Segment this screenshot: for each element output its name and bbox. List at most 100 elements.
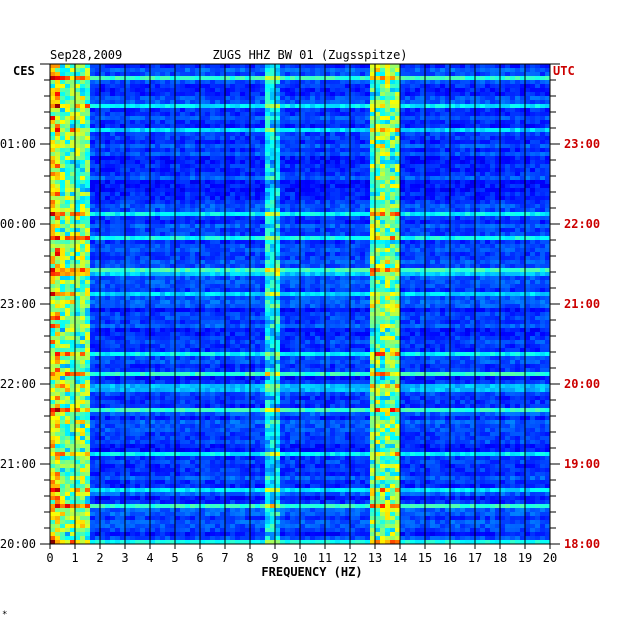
heatmap-cell (55, 228, 61, 233)
heatmap-cell (100, 196, 106, 201)
heatmap-cell (120, 152, 126, 157)
heatmap-cell (260, 76, 266, 81)
heatmap-cell (425, 144, 431, 149)
heatmap-cell (50, 260, 56, 265)
heatmap-cell (540, 120, 546, 125)
heatmap-cell (230, 108, 236, 113)
heatmap-cell (315, 200, 321, 205)
heatmap-cell (140, 104, 146, 109)
heatmap-cell (80, 124, 86, 129)
heatmap-cell (50, 168, 56, 173)
heatmap-cell (405, 252, 411, 257)
heatmap-cell (280, 136, 286, 141)
heatmap-cell (330, 196, 336, 201)
heatmap-cell (220, 120, 226, 125)
heatmap-cell (250, 80, 256, 85)
heatmap-cell (130, 120, 136, 125)
heatmap-cell (530, 72, 536, 77)
heatmap-cell (490, 244, 496, 249)
heatmap-cell (130, 172, 136, 177)
heatmap-cell (185, 220, 191, 225)
heatmap-cell (145, 92, 151, 97)
heatmap-cell (115, 244, 121, 249)
heatmap-cell (95, 164, 101, 169)
heatmap-cell (170, 196, 176, 201)
heatmap-cell (455, 84, 461, 89)
heatmap-cell (130, 188, 136, 193)
heatmap-cell (530, 96, 536, 101)
heatmap-cell (95, 256, 101, 261)
heatmap-cell (250, 156, 256, 161)
heatmap-cell (135, 64, 141, 69)
heatmap-cell (355, 196, 361, 201)
heatmap-cell (175, 244, 181, 249)
heatmap-cell (415, 224, 421, 229)
heatmap-cell (440, 108, 446, 113)
heatmap-cell (230, 256, 236, 261)
heatmap-cell (65, 220, 71, 225)
heatmap-cell (185, 164, 191, 169)
heatmap-cell (310, 204, 316, 209)
heatmap-cell (510, 168, 516, 173)
heatmap-cell (335, 236, 341, 241)
heatmap-cell (315, 156, 321, 161)
heatmap-cell (120, 240, 126, 245)
heatmap-cell (80, 184, 86, 189)
heatmap-cell (280, 68, 286, 73)
heatmap-cell (170, 140, 176, 145)
heatmap-cell (395, 216, 401, 221)
heatmap-cell (395, 212, 401, 217)
heatmap-cell (370, 188, 376, 193)
heatmap-cell (180, 252, 186, 257)
heatmap-cell (225, 128, 231, 133)
heatmap-cell (205, 240, 211, 245)
heatmap-cell (290, 108, 296, 113)
heatmap-cell (185, 216, 191, 221)
heatmap-cell (225, 136, 231, 141)
heatmap-cell (520, 132, 526, 137)
heatmap-cell (530, 208, 536, 213)
heatmap-cell (255, 128, 261, 133)
heatmap-cell (375, 176, 381, 181)
heatmap-cell (420, 180, 426, 185)
heatmap-cell (255, 136, 261, 141)
heatmap-cell (325, 152, 331, 157)
heatmap-cell (135, 152, 141, 157)
heatmap-cell (425, 112, 431, 117)
heatmap-cell (440, 140, 446, 145)
heatmap-cell (455, 140, 461, 145)
heatmap-cell (350, 180, 356, 185)
heatmap-cell (220, 108, 226, 113)
heatmap-cell (200, 256, 206, 261)
heatmap-cell (80, 244, 86, 249)
heatmap-cell (410, 224, 416, 229)
heatmap-cell (425, 228, 431, 233)
heatmap-cell (290, 116, 296, 121)
heatmap-cell (165, 204, 171, 209)
heatmap-cell (480, 180, 486, 185)
heatmap-cell (165, 96, 171, 101)
heatmap-cell (225, 132, 231, 137)
heatmap-cell (535, 72, 541, 77)
heatmap-cell (70, 260, 76, 265)
heatmap-cell (460, 144, 466, 149)
heatmap-cell (175, 124, 181, 129)
heatmap-cell (335, 76, 341, 81)
heatmap-cell (335, 120, 341, 125)
heatmap-cell (280, 236, 286, 241)
heatmap-cell (235, 260, 241, 265)
heatmap-cell (330, 172, 336, 177)
heatmap-cell (375, 92, 381, 97)
heatmap-cell (305, 164, 311, 169)
heatmap-cell (425, 248, 431, 253)
heatmap-cell (525, 204, 531, 209)
heatmap-cell (190, 192, 196, 197)
heatmap-cell (145, 96, 151, 101)
heatmap-cell (310, 136, 316, 141)
heatmap-cell (440, 104, 446, 109)
heatmap-cell (280, 232, 286, 237)
heatmap-cell (405, 208, 411, 213)
heatmap-cell (435, 132, 441, 137)
heatmap-cell (330, 152, 336, 157)
heatmap-cell (545, 152, 551, 157)
